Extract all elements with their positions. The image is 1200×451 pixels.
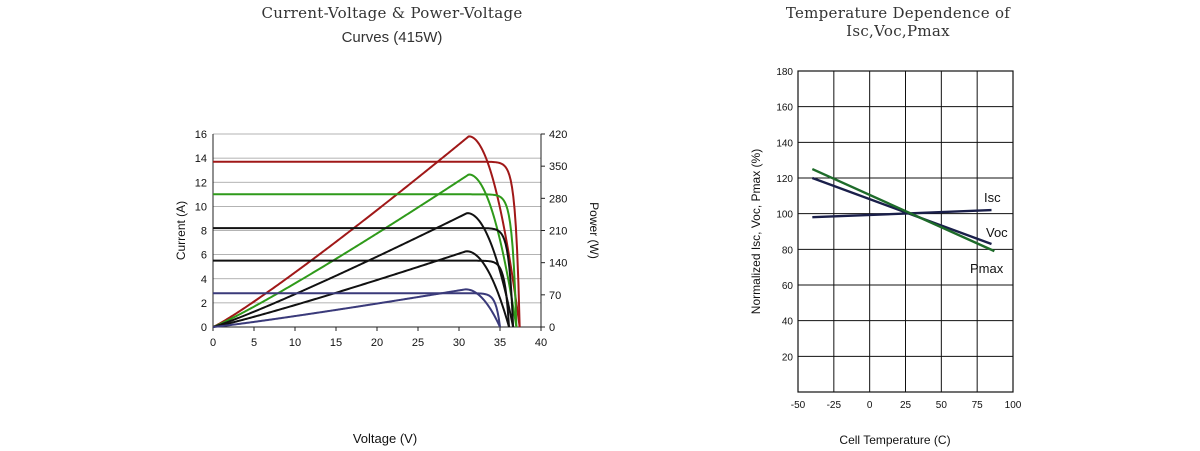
temp-y-tick-label: 60	[782, 281, 794, 292]
iv-x-tick-label: 15	[330, 337, 342, 349]
temp-y-tick-label: 160	[776, 103, 793, 114]
temp-x-tick-label: -50	[791, 400, 806, 411]
iv-x-tick-label: 25	[412, 337, 424, 349]
iv-y-tick-label: 12	[195, 177, 207, 189]
iv-x-axis-label: Voltage (V)	[353, 431, 417, 446]
temp-line-isc	[812, 208, 992, 219]
iv-current-curve-4	[213, 259, 511, 328]
iv-x-tick-label: 40	[535, 337, 547, 349]
iv-power-curve-3	[212, 212, 515, 328]
iv-y-tick-label: 10	[195, 201, 207, 213]
iv-y2-tick-label: 420	[549, 129, 567, 141]
iv-power-curve-4	[212, 250, 510, 328]
iv-y2-tick-label: 280	[549, 193, 567, 205]
temp-y-tick-label: 180	[776, 67, 793, 78]
iv-x-tick-label: 0	[210, 337, 216, 349]
temp-y-tick-label: 140	[776, 138, 793, 149]
iv-power-curve-1	[212, 135, 521, 328]
temp-chart-title: Temperature Dependence of	[785, 4, 1011, 22]
temp-y-axis-label: Normalized Isc, Voc, Pmax (%)	[749, 149, 763, 314]
temp-label-pmax: Pmax	[970, 261, 1004, 276]
iv-current-curve-1	[213, 160, 521, 328]
temp-x-tick-label: 0	[867, 400, 873, 411]
iv-chart-title: Current-Voltage & Power-Voltage	[261, 4, 523, 22]
iv-y2-tick-label: 0	[549, 322, 555, 334]
iv-y-tick-label: 16	[195, 129, 207, 141]
iv-y2-tick-label: 70	[549, 290, 561, 302]
iv-current-curve-5	[213, 292, 501, 328]
iv-power-curve-2	[212, 173, 518, 328]
iv-x-tick-label: 30	[453, 337, 465, 349]
temp-x-tick-label: -25	[827, 400, 842, 411]
temp-y-tick-label: 100	[776, 210, 793, 221]
temp-x-tick-label: 50	[936, 400, 948, 411]
iv-y-tick-label: 0	[201, 322, 207, 334]
temp-label-isc: Isc	[984, 190, 1001, 205]
iv-y-tick-label: 4	[201, 274, 207, 286]
temp-y-tick-label: 20	[782, 352, 794, 363]
iv-y-tick-label: 2	[201, 298, 207, 310]
iv-chart-subtitle: Curves (415W)	[341, 29, 443, 46]
iv-x-tick-label: 35	[494, 337, 506, 349]
iv-x-tick-label: 10	[289, 337, 301, 349]
iv-y2-tick-label: 350	[549, 161, 567, 173]
temp-x-tick-label: 25	[900, 400, 912, 411]
iv-y-tick-label: 6	[201, 250, 207, 262]
temp-y-tick-label: 80	[782, 245, 794, 256]
iv-y2-axis-label: Power (W)	[587, 202, 601, 259]
iv-y-tick-label: 8	[201, 226, 207, 238]
temp-y-tick-label: 120	[776, 174, 793, 185]
iv-y-tick-label: 14	[195, 153, 207, 165]
temp-label-voc: Voc	[986, 225, 1008, 240]
temp-x-tick-label: 75	[972, 400, 984, 411]
iv-y-axis-label: Current (A)	[174, 201, 188, 260]
iv-current-curve-2	[213, 193, 518, 328]
iv-y2-tick-label: 140	[549, 258, 567, 270]
temp-line-voc	[811, 176, 992, 246]
iv-y2-tick-label: 210	[549, 226, 567, 238]
temp-y-tick-label: 40	[782, 317, 794, 328]
temp-chart-title-line2: Isc,Voc,Pmax	[846, 22, 950, 40]
iv-x-tick-label: 20	[371, 337, 383, 349]
temp-x-axis-label: Cell Temperature (C)	[839, 433, 950, 447]
temp-line-pmax	[811, 167, 995, 253]
iv-power-curve-5	[212, 288, 501, 328]
iv-x-tick-label: 5	[251, 337, 257, 349]
temp-x-tick-label: 100	[1005, 400, 1022, 411]
iv-current-curve-3	[213, 227, 515, 328]
